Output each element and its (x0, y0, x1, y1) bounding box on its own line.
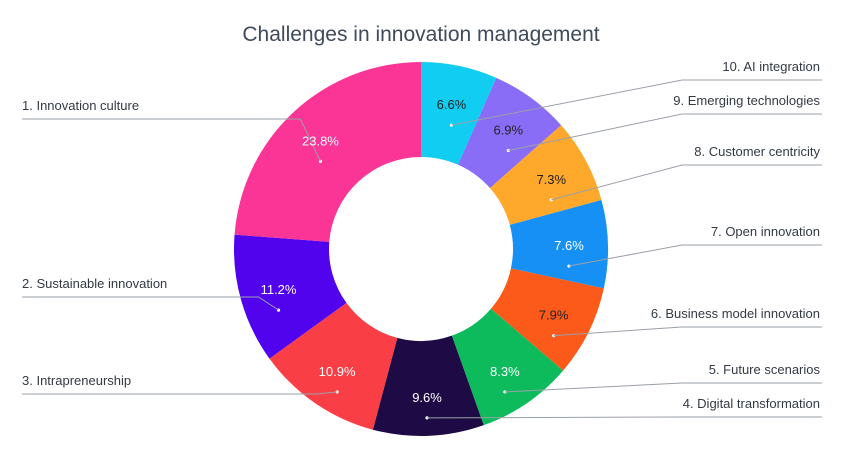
category-label-open-innovation: 7. Open innovation (711, 224, 820, 239)
leader-line-emerging-technologies (508, 113, 822, 151)
chart-title: Challenges in innovation management (242, 23, 599, 46)
leader-line-ai-integration (451, 79, 822, 126)
slice-future-scenarios (451, 308, 564, 426)
leader-line-open-innovation (568, 244, 822, 267)
leader-line-future-scenarios (504, 382, 822, 393)
slice-customer-centricity (489, 125, 602, 225)
pct-label-future-scenarios: 8.3% (490, 364, 520, 379)
pct-label-customer-centricity: 7.3% (536, 172, 566, 187)
category-label-innovation-culture: 1. Innovation culture (22, 98, 139, 113)
slice-sustainable-innovation (234, 234, 347, 359)
category-label-future-scenarios: 5. Future scenarios (709, 362, 821, 377)
pct-label-sustainable-innovation: 11.2% (261, 282, 297, 297)
leader-line-business-model-innovation (553, 326, 822, 337)
pct-label-open-innovation: 7.6% (554, 238, 584, 253)
leader-line-customer-centricity (551, 164, 822, 201)
slice-open-innovation (509, 199, 608, 289)
donut-slices (234, 62, 608, 436)
category-label-intrapreneurship: 3. Intrapreneurship (22, 373, 131, 388)
leader-line-sustainable-innovation (22, 296, 279, 311)
pct-label-innovation-culture: 23.8% (302, 133, 339, 148)
slice-digital-transformation (372, 335, 484, 436)
category-label-customer-centricity: 8. Customer centricity (694, 144, 820, 159)
slice-intrapreneurship (269, 302, 398, 430)
leader-line-digital-transformation (427, 416, 822, 419)
percentage-labels: 6.6% 6.9% 7.3% 7.6% 7.9% 8.3% 9.6% 10.9% 11.2% 23… (261, 97, 585, 405)
category-label-business-model-innovation: 6. Business model innovation (651, 306, 820, 321)
category-label-ai-integration: 10. AI integration (722, 59, 820, 74)
slice-emerging-technologies (458, 77, 562, 189)
pct-label-emerging-technologies: 6.9% (493, 122, 523, 137)
category-label-sustainable-innovation: 2. Sustainable innovation (22, 276, 167, 291)
slice-innovation-culture (234, 62, 421, 242)
leader-lines (22, 79, 822, 420)
pct-label-business-model-innovation: 7.9% (539, 308, 569, 323)
category-labels: 10. AI integration 9. Emerging technologi… (22, 59, 820, 411)
leader-line-innovation-culture (22, 118, 321, 162)
slice-ai-integration (421, 62, 497, 165)
pct-label-intrapreneurship: 10.9% (319, 364, 356, 379)
pct-label-digital-transformation: 9.6% (412, 390, 442, 405)
category-label-emerging-technologies: 9. Emerging technologies (673, 93, 820, 108)
pct-label-ai-integration: 6.6% (437, 97, 467, 112)
category-label-digital-transformation: 4. Digital transformation (683, 396, 820, 411)
slice-business-model-innovation (490, 268, 604, 371)
leader-line-intrapreneurship (22, 391, 338, 395)
